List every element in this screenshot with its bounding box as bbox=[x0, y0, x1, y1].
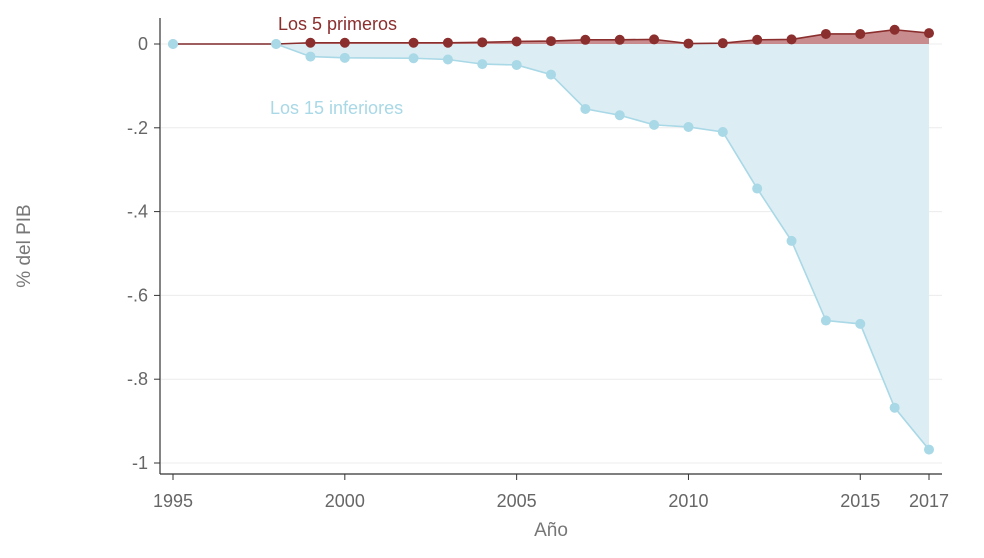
x-tick-label: 2015 bbox=[840, 491, 880, 511]
data-point bbox=[924, 444, 934, 455]
data-point bbox=[305, 51, 316, 62]
data-point bbox=[820, 28, 831, 39]
data-point bbox=[752, 34, 763, 45]
x-tick-labels: 1995 2000 2005 2010 2015 2017 bbox=[153, 491, 949, 511]
data-point bbox=[889, 24, 900, 35]
data-point bbox=[339, 52, 350, 63]
data-point bbox=[168, 39, 178, 49]
y-tick-label: -.6 bbox=[127, 285, 148, 305]
series-line-1 bbox=[173, 43, 930, 451]
series-line-0 bbox=[173, 28, 930, 45]
series-lines bbox=[173, 28, 930, 451]
x-tick-label: 2000 bbox=[325, 491, 365, 511]
x-tick-label: 1995 bbox=[153, 491, 193, 511]
data-point bbox=[442, 54, 453, 65]
data-point bbox=[614, 110, 625, 121]
series-points bbox=[168, 24, 934, 455]
data-point bbox=[271, 39, 282, 49]
x-tick-label: 2005 bbox=[497, 491, 537, 511]
data-point bbox=[889, 402, 900, 413]
data-point bbox=[614, 34, 625, 45]
data-point bbox=[717, 126, 728, 137]
y-tick-label: 0 bbox=[138, 34, 148, 54]
data-point bbox=[305, 37, 316, 48]
data-point bbox=[649, 119, 660, 130]
data-point bbox=[786, 34, 797, 45]
series-area-1 bbox=[173, 44, 929, 450]
x-tick-label: 2010 bbox=[668, 491, 708, 511]
x-tick-label: 2017 bbox=[909, 491, 949, 511]
data-point bbox=[820, 315, 831, 326]
series-areas bbox=[173, 29, 929, 450]
data-point bbox=[924, 28, 934, 39]
data-point bbox=[442, 37, 453, 48]
y-tick-label: -.4 bbox=[127, 202, 148, 222]
y-tick-label: -.8 bbox=[127, 369, 148, 389]
y-tick-labels: 0 -.2 -.4 -.6 -.8 -1 bbox=[127, 34, 148, 473]
data-point bbox=[546, 69, 556, 80]
y-tick-label: -1 bbox=[132, 453, 148, 473]
y-axis-title: % del PIB bbox=[14, 204, 35, 287]
data-point bbox=[752, 183, 763, 194]
data-point bbox=[408, 53, 419, 64]
data-point bbox=[717, 38, 728, 49]
data-point bbox=[855, 318, 866, 329]
data-point bbox=[477, 59, 488, 70]
data-point bbox=[477, 37, 488, 48]
data-point bbox=[683, 121, 694, 132]
data-point bbox=[511, 59, 522, 70]
y-tick-label: -.2 bbox=[127, 118, 148, 138]
series-label-bottom: Los 15 inferiores bbox=[270, 98, 403, 118]
data-point bbox=[580, 34, 591, 45]
data-point bbox=[339, 37, 350, 48]
axes bbox=[154, 18, 942, 480]
data-point bbox=[683, 38, 694, 49]
data-point bbox=[580, 103, 591, 114]
data-point bbox=[786, 235, 797, 246]
data-point bbox=[546, 36, 556, 47]
series-label-top: Los 5 primeros bbox=[278, 14, 397, 34]
data-point bbox=[511, 36, 522, 47]
data-point bbox=[408, 37, 419, 48]
data-point bbox=[855, 28, 866, 39]
x-axis-title: Año bbox=[534, 520, 568, 541]
data-point bbox=[649, 34, 660, 45]
